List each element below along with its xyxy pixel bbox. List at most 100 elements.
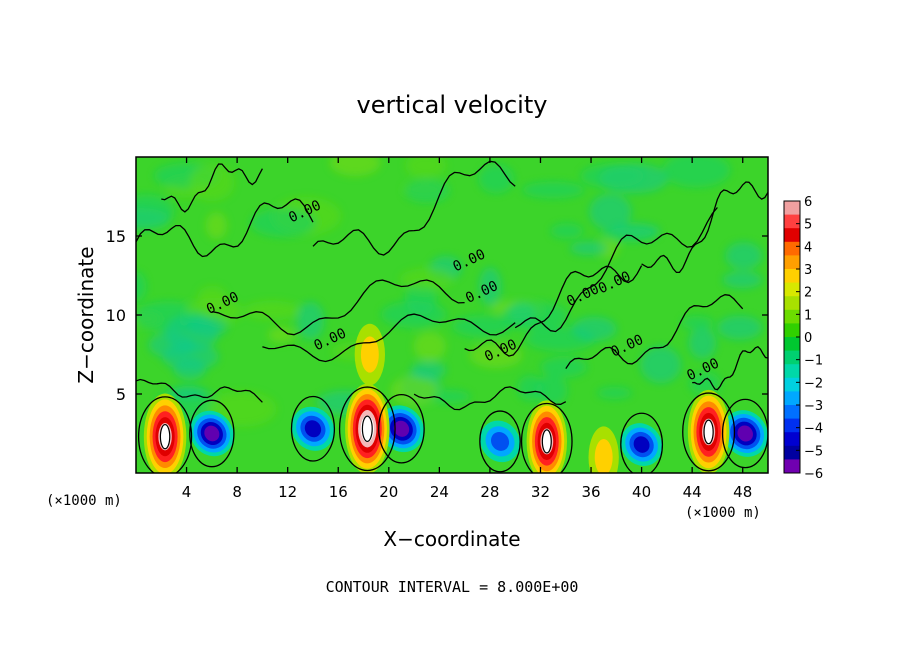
turbulence-patch bbox=[243, 300, 301, 321]
x-axis-ticks: 4 8 12 16 20 24 28 32 36 40 44 48 bbox=[182, 157, 752, 501]
colorbar-swatch bbox=[784, 214, 800, 229]
colorbar-swatch bbox=[784, 241, 800, 256]
turbulence-patch bbox=[399, 268, 454, 291]
contour-line bbox=[312, 160, 516, 256]
turbulence-patch bbox=[580, 163, 645, 189]
colorbar-tick-label: 4 bbox=[804, 240, 812, 255]
chart-title: vertical velocity bbox=[357, 91, 548, 119]
colorbar-tick-label: 0 bbox=[804, 331, 812, 346]
x-tick-label: 4 bbox=[182, 483, 192, 501]
turbulence-patch bbox=[681, 316, 714, 330]
colorbar-swatch bbox=[784, 391, 800, 406]
turbulence-patch bbox=[522, 181, 585, 199]
contour-line bbox=[641, 181, 768, 274]
turbulence-patch bbox=[600, 227, 658, 243]
colorbar-swatch bbox=[784, 459, 800, 474]
colorbar-tick-label: −3 bbox=[804, 399, 823, 414]
colorbar-tick-label: 5 bbox=[804, 218, 812, 233]
turbulence-patch bbox=[405, 157, 447, 179]
downdraft-cell bbox=[189, 410, 234, 457]
turbulence-patch bbox=[478, 267, 502, 306]
colorbar-tick-label: −2 bbox=[804, 376, 823, 391]
turbulence-patch bbox=[136, 271, 147, 302]
plot-area bbox=[136, 157, 768, 473]
turbulence-patch bbox=[717, 315, 763, 340]
x-tick-label: 8 bbox=[232, 483, 242, 501]
turbulence-patch bbox=[725, 242, 763, 270]
x-tick-label: 48 bbox=[733, 483, 752, 501]
x-tick-label: 40 bbox=[632, 483, 651, 501]
colorbar-swatch bbox=[784, 255, 800, 270]
turbulence-patch bbox=[662, 157, 731, 188]
turbulence-patch bbox=[540, 356, 588, 378]
turbulence-patch bbox=[688, 327, 717, 359]
x-tick-label: 32 bbox=[531, 483, 550, 501]
colorbar-swatch bbox=[784, 364, 800, 379]
contour-line bbox=[378, 393, 425, 464]
contour-line bbox=[565, 294, 744, 369]
contour-line bbox=[136, 378, 263, 403]
colorbar-tick-label: 3 bbox=[804, 263, 812, 278]
colorbar-tick-label: 1 bbox=[804, 308, 812, 323]
turbulence-patch bbox=[535, 375, 568, 406]
contour-line bbox=[692, 346, 768, 391]
contour-line bbox=[338, 386, 396, 472]
turbulence-patch bbox=[410, 360, 447, 380]
colorbar-swatch bbox=[784, 201, 800, 216]
turbulence-patch bbox=[329, 157, 381, 177]
turbulence-patch bbox=[500, 301, 569, 331]
y-tick-label: 15 bbox=[106, 227, 126, 246]
x-tick-label: 28 bbox=[480, 483, 499, 501]
updraft-cell bbox=[354, 323, 386, 386]
turbulence-patch bbox=[722, 271, 763, 289]
downdraft-cell bbox=[378, 405, 424, 453]
turbulence-patch bbox=[404, 179, 450, 203]
colorbar-swatch bbox=[784, 269, 800, 284]
downdraft-cell bbox=[291, 406, 335, 451]
turbulence-patch bbox=[250, 208, 316, 238]
turbulence-patch bbox=[589, 193, 632, 231]
y-axis-label: Z−coordinate bbox=[74, 246, 98, 383]
updraft-cell bbox=[345, 383, 390, 473]
colorbar-tick-label: −5 bbox=[804, 444, 823, 459]
x-unit-left: (×1000 m) bbox=[46, 493, 122, 509]
x-tick-label: 20 bbox=[379, 483, 398, 501]
colorbar-swatch bbox=[784, 432, 800, 447]
turbulence-patch bbox=[550, 223, 583, 239]
x-axis-label: X−coordinate bbox=[383, 527, 520, 551]
downdraft-cell bbox=[480, 420, 521, 463]
x-unit-right: (×1000 m) bbox=[685, 505, 761, 521]
colorbar-tick-label: 6 bbox=[804, 195, 812, 210]
colorbar-swatch bbox=[784, 282, 800, 297]
contour-line bbox=[290, 395, 336, 462]
contour-line bbox=[479, 410, 521, 473]
contour-line bbox=[137, 396, 193, 473]
turbulence-patch bbox=[689, 371, 721, 395]
downdraft-cell bbox=[722, 410, 768, 457]
turbulence-patch bbox=[517, 375, 544, 401]
colorbar-swatch bbox=[784, 377, 800, 392]
colorbar-swatch bbox=[784, 405, 800, 420]
colorbar-swatch bbox=[784, 337, 800, 352]
colorbar-tick-label: 2 bbox=[804, 286, 812, 301]
colorbar-swatch bbox=[784, 445, 800, 460]
colorbar-tick-label: −1 bbox=[804, 354, 823, 369]
contour-interval-note: CONTOUR INTERVAL = 8.000E+00 bbox=[326, 578, 579, 596]
colorbar-tick-label: −6 bbox=[804, 467, 823, 482]
y-tick-label: 5 bbox=[116, 385, 126, 404]
turbulence-patch bbox=[640, 346, 682, 384]
x-tick-label: 44 bbox=[683, 483, 702, 501]
x-tick-label: 36 bbox=[581, 483, 600, 501]
updraft-cell bbox=[588, 426, 619, 473]
contour-line bbox=[211, 279, 465, 336]
contour-line bbox=[464, 265, 643, 357]
y-axis-ticks: 5 10 15 bbox=[106, 227, 768, 404]
updraft-cell bbox=[143, 393, 187, 473]
turbulence-patch bbox=[136, 194, 175, 228]
contour-line bbox=[682, 392, 736, 472]
contour-line bbox=[161, 163, 263, 213]
y-tick-label: 10 bbox=[106, 306, 126, 325]
x-tick-label: 12 bbox=[278, 483, 297, 501]
downdraft-cell bbox=[620, 423, 663, 466]
